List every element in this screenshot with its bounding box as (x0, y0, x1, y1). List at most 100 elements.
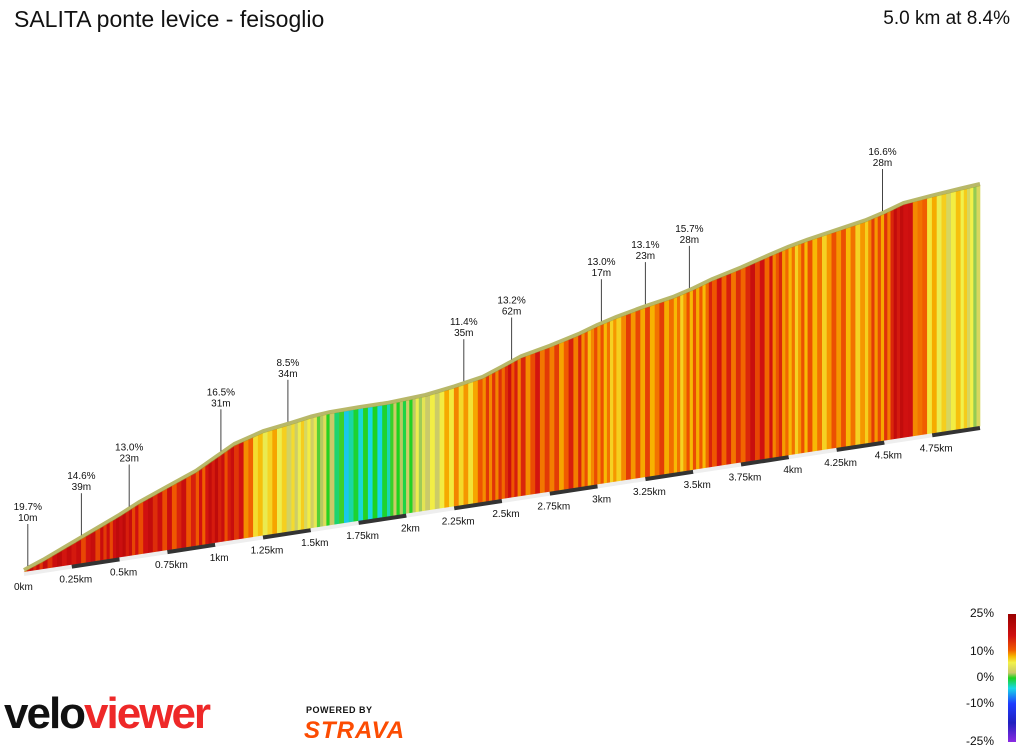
gradient-slice (554, 343, 560, 492)
gradient-slice (135, 503, 139, 556)
gradient-slice (468, 381, 474, 505)
gradient-slice (199, 467, 203, 546)
powered-by-label: POWERED BY (306, 705, 373, 715)
gradient-slice (549, 345, 555, 493)
gradient-slice (208, 460, 213, 545)
gradient-slice (132, 505, 136, 556)
gradient-slice (418, 397, 423, 513)
distance-tick-label: 3.75km (729, 473, 762, 484)
annotation-grade: 13.1% (631, 240, 659, 251)
gradient-slice (148, 495, 154, 554)
gradient-slice (535, 350, 541, 495)
gradient-slice (616, 316, 622, 482)
gradient-slice (775, 252, 780, 458)
gradient-slice (248, 437, 254, 539)
distance-tick-label: 1.25km (251, 546, 284, 557)
gradient-slice (606, 320, 611, 484)
gradient-slice (941, 193, 947, 433)
gradient-slice (495, 369, 500, 501)
gradient-slice (425, 395, 431, 512)
gradient-slice (594, 326, 598, 486)
gradient-slice (257, 432, 264, 537)
annotation-length: 34m (278, 369, 297, 380)
gradient-slice (683, 292, 688, 472)
distance-axis-segment (406, 506, 455, 518)
gradient-slice (520, 356, 527, 497)
gradient-slice (434, 392, 441, 510)
gradient-slice (772, 253, 777, 458)
gradient-slice (966, 187, 971, 429)
gradient-slice (195, 469, 200, 547)
gradient-slice (955, 190, 962, 430)
gradient-slice (66, 544, 73, 566)
gradient-slice (334, 412, 340, 525)
gradient-slice (363, 407, 369, 521)
gradient-slice (181, 477, 187, 549)
gradient-slice (831, 231, 837, 449)
gradient-slice (171, 482, 178, 550)
gradient-slice (304, 419, 308, 530)
gradient-slice (382, 404, 388, 518)
gradient-slice (764, 256, 771, 460)
gradient-slice (673, 296, 678, 474)
gradient-slice (530, 352, 536, 495)
distance-tick-label: 1.75km (346, 531, 379, 542)
gradient-slice (640, 307, 646, 479)
gradient-slice (396, 401, 401, 516)
distance-tick-label: 2.5km (492, 509, 519, 520)
gradient-slice (444, 389, 450, 509)
gradient-slice (645, 306, 651, 478)
gradient-slice (917, 199, 923, 436)
gradient-slice (138, 501, 144, 555)
gradient-slice (485, 374, 490, 502)
gradient-slice (348, 409, 355, 523)
gradient-slice (578, 334, 583, 488)
distance-axis-segment (310, 520, 359, 533)
gradient-slice (386, 403, 391, 517)
gradient-slice (590, 327, 595, 486)
gradient-slice (76, 538, 82, 565)
gradient-slice (498, 368, 503, 500)
gradient-slice (735, 269, 742, 464)
gradient-slice (211, 458, 216, 544)
gradient-slice (912, 200, 919, 437)
gradient-slice (243, 439, 249, 539)
gradient-slice (227, 447, 232, 542)
climb-summary: 5.0 km at 8.4% (883, 8, 1010, 29)
gradient-slice (429, 393, 436, 511)
gradient-slice (152, 493, 159, 553)
distance-tick-label: 3km (592, 494, 611, 505)
distance-tick-labels: 0km 0.25km 0.5km 0.75km 1km 1.25km 1.5km 1.75km… (14, 443, 953, 593)
gradient-slice (750, 262, 756, 462)
gradient-slice (90, 530, 96, 563)
gradient-slice (116, 516, 120, 559)
gradient-slice (191, 472, 197, 547)
gradient-slice (276, 427, 283, 534)
gradient-slice (186, 474, 192, 548)
annotation-grade: 13.0% (587, 257, 615, 268)
gradient-slice (782, 249, 786, 457)
legend-label: 0% (976, 670, 994, 684)
gradient-slice (297, 421, 302, 531)
gradient-slice (508, 363, 512, 499)
gradient-slice (877, 215, 882, 442)
gradient-slice (568, 337, 575, 490)
gradient-slice (61, 547, 68, 567)
gradient-slice (603, 322, 608, 484)
distance-tick-label: 4.25km (824, 458, 857, 469)
gradient-slice (874, 216, 879, 443)
gradient-slice (267, 429, 273, 536)
veloviewer-logo: veloviewer (4, 692, 211, 736)
page-title: SALITA ponte levice - feisoglio (14, 6, 325, 32)
gradient-slice (927, 197, 933, 435)
gradient-slice (488, 373, 493, 502)
legend-label: -25% (965, 734, 994, 748)
gradient-slice (836, 229, 842, 449)
gradient-slice (176, 480, 182, 549)
gradient-slice (406, 399, 410, 514)
gradient-slice (367, 406, 374, 520)
gradient-slice (504, 364, 509, 499)
gradient-slice (463, 383, 469, 506)
gradient-slice (600, 323, 605, 485)
gradient-slice (817, 236, 823, 452)
